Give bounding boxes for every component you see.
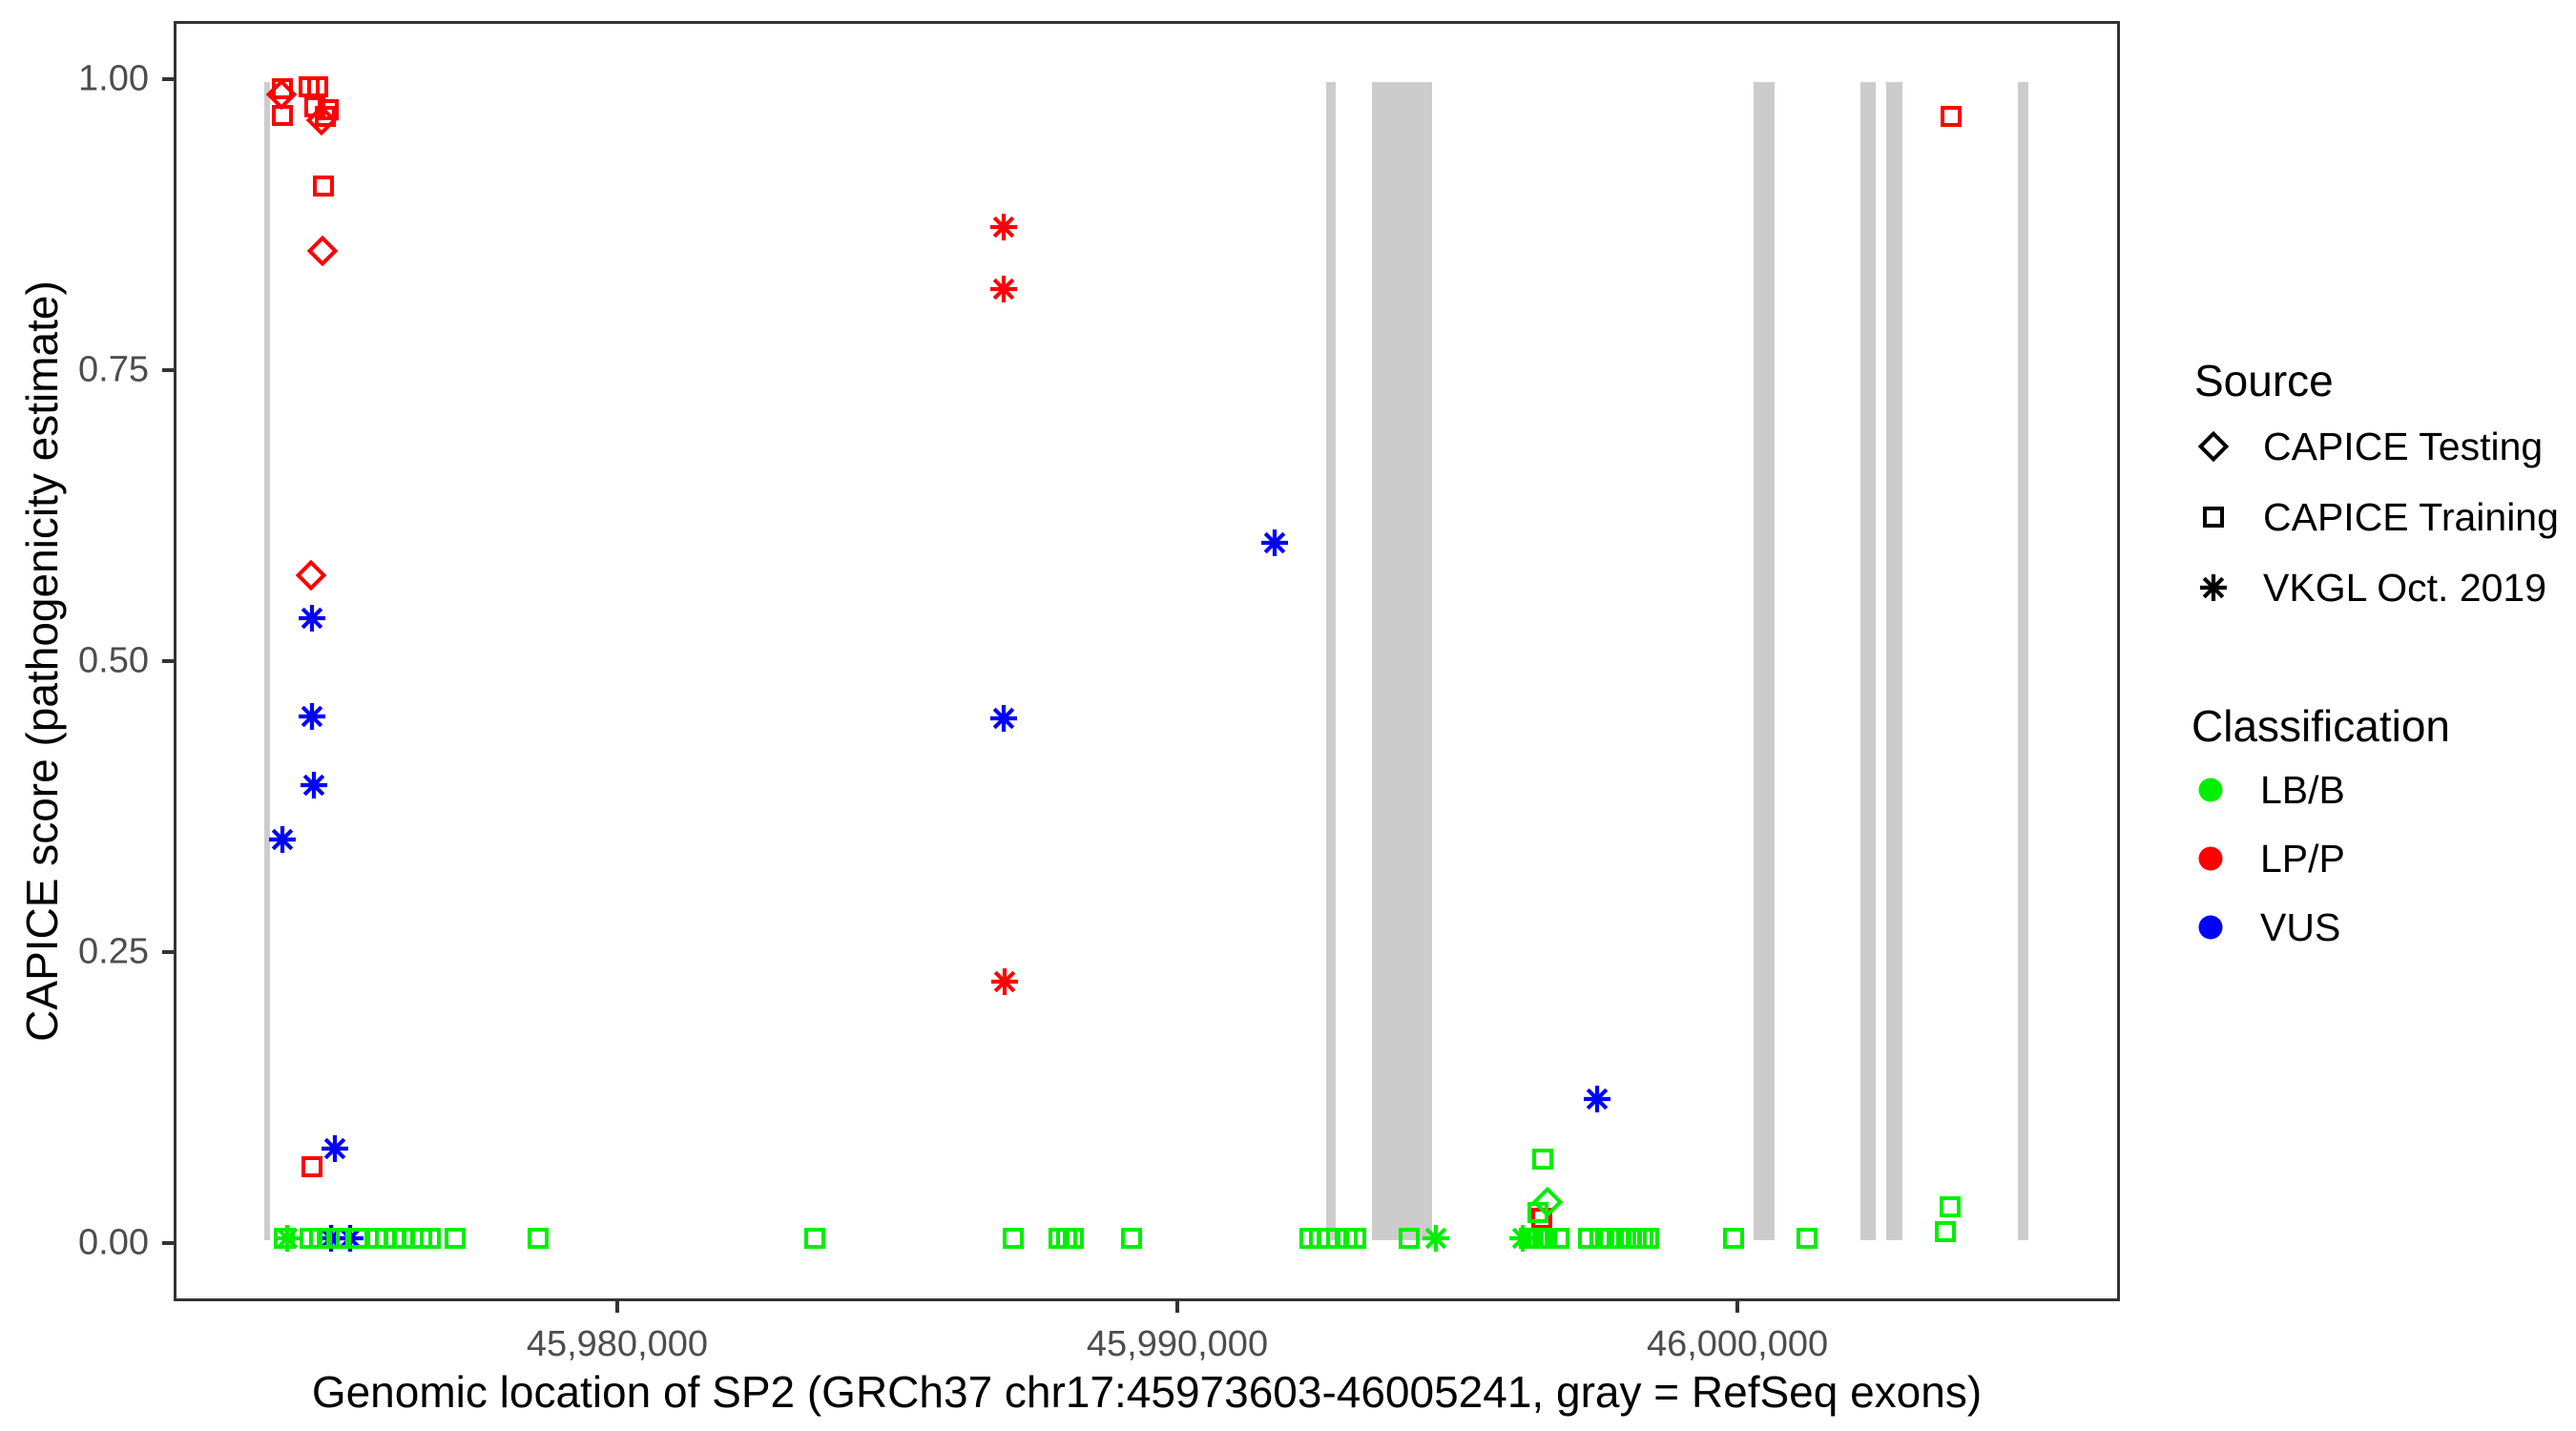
y-tick-mark xyxy=(162,368,174,372)
red-dot-icon xyxy=(2192,840,2230,878)
exon-band xyxy=(263,81,271,1241)
x-tick-label: 46,000,000 xyxy=(1646,1324,1829,1364)
blue-dot-icon xyxy=(2192,908,2230,946)
y-axis-labels: 0.00 0.25 0.50 0.75 1.00 xyxy=(0,21,149,1301)
exon-band xyxy=(1372,81,1433,1241)
y-tick-mark xyxy=(162,77,174,81)
legend-source: Source CAPICE Testing CAPICE Training VK… xyxy=(2194,355,2559,618)
exon-band xyxy=(1860,81,1877,1241)
asterisk-icon xyxy=(2194,569,2233,607)
legend-item-label: VUS xyxy=(2260,904,2341,949)
x-axis-title: Genomic location of SP2 (GRCh37 chr17:45… xyxy=(311,1367,1983,1417)
legend-item-vkgl: VKGL Oct. 2019 xyxy=(2194,557,2559,618)
legend-item-label: LB/B xyxy=(2260,767,2345,812)
y-tick-label: 0.00 xyxy=(78,1222,149,1263)
exon-layer xyxy=(177,24,2117,1298)
legend-item-label: LP/P xyxy=(2260,836,2345,881)
y-tick-mark xyxy=(162,659,174,663)
exon-band xyxy=(1753,81,1776,1241)
x-tick-mark xyxy=(1174,1301,1179,1313)
y-tick-label: 0.25 xyxy=(78,931,149,972)
x-axis-labels: 45,980,000 45,990,000 46,000,000 xyxy=(174,1324,2120,1370)
plot-panel xyxy=(174,21,2120,1301)
y-tick-label: 1.00 xyxy=(78,58,149,99)
y-tick-mark xyxy=(162,950,174,954)
legend-item-capice-testing: CAPICE Testing xyxy=(2194,416,2559,477)
legend-source-title: Source xyxy=(2194,356,2334,405)
x-tick-mark xyxy=(614,1301,619,1313)
exon-band xyxy=(2017,81,2029,1241)
green-dot-icon xyxy=(2192,771,2230,809)
point-layer xyxy=(177,24,2117,1298)
legend-item-lpp: LP/P xyxy=(2192,828,2450,889)
diamond-icon xyxy=(2194,427,2233,466)
square-icon xyxy=(2194,498,2233,536)
y-tick-mark xyxy=(162,1241,174,1245)
y-tick-label: 0.75 xyxy=(78,349,149,390)
legend-item-label: CAPICE Training xyxy=(2263,494,2559,539)
legend-classification: Classification LB/B LP/P VUS xyxy=(2192,700,2450,958)
legend-item-label: VKGL Oct. 2019 xyxy=(2263,565,2547,610)
x-axis-ticks xyxy=(174,1301,2120,1315)
x-tick-label: 45,990,000 xyxy=(1086,1324,1269,1364)
y-tick-label: 0.50 xyxy=(78,640,149,681)
legend-classification-title: Classification xyxy=(2192,701,2450,751)
x-tick-label: 45,980,000 xyxy=(526,1324,709,1364)
legend-item-vus: VUS xyxy=(2192,897,2450,958)
legend-item-label: CAPICE Testing xyxy=(2263,424,2544,468)
legend-item-lbb: LB/B xyxy=(2192,759,2450,820)
exon-band xyxy=(1325,81,1336,1241)
y-axis-ticks xyxy=(162,21,174,1301)
legend-item-capice-training: CAPICE Training xyxy=(2194,487,2559,548)
x-tick-mark xyxy=(1735,1301,1740,1313)
exon-band xyxy=(1885,81,1902,1241)
